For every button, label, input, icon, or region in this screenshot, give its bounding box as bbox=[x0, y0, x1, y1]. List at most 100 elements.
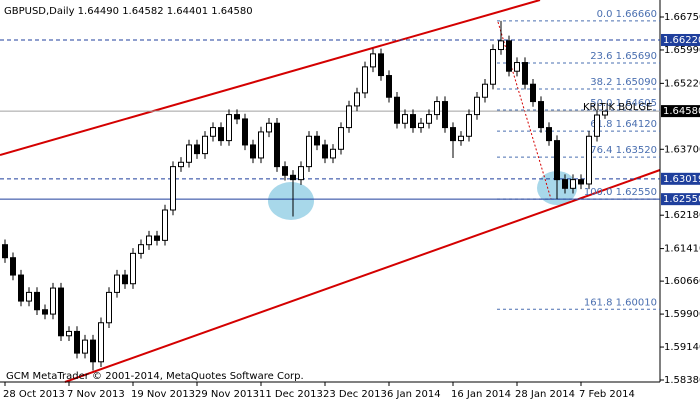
candle-body bbox=[178, 161, 184, 168]
x-tick-label: 28 Jan 2014 bbox=[515, 389, 575, 400]
price-label: 1.63019 bbox=[663, 174, 700, 185]
candle-body bbox=[586, 135, 592, 185]
candle-body bbox=[450, 127, 456, 142]
chart-header: GBPUSD,Daily 1.64490 1.64582 1.64401 1.6… bbox=[4, 6, 253, 17]
price-label-box bbox=[661, 105, 700, 118]
candle-body bbox=[522, 62, 528, 85]
candle-body bbox=[330, 148, 336, 159]
y-tick-label: 1.61410 bbox=[664, 244, 700, 255]
candle-body bbox=[386, 75, 392, 98]
candle-body bbox=[234, 114, 240, 120]
candle-body bbox=[370, 53, 376, 68]
fib-label: 161.8 1.60010 bbox=[584, 297, 657, 308]
fib-label: 50.0 1.64605 bbox=[590, 98, 657, 109]
candle-body bbox=[18, 274, 24, 302]
candle-body bbox=[122, 274, 128, 285]
candle-body bbox=[434, 101, 440, 116]
x-tick-label: 7 Feb 2014 bbox=[579, 389, 635, 400]
price-label: 1.62550 bbox=[663, 194, 700, 205]
candle-body bbox=[210, 127, 216, 137]
candle-body bbox=[362, 66, 368, 94]
price-label-box bbox=[661, 172, 700, 185]
x-tick-label: 28 Oct 2013 bbox=[3, 389, 65, 400]
candle-body bbox=[74, 330, 80, 354]
candle-body bbox=[530, 83, 536, 103]
price-label: 1.64580 bbox=[663, 106, 700, 117]
candle-body bbox=[578, 179, 584, 185]
candle-body bbox=[146, 235, 152, 246]
fib-label: 0.0 1.66660 bbox=[597, 9, 657, 20]
candle-body bbox=[410, 114, 416, 129]
candle-body bbox=[58, 287, 64, 337]
x-tick-label: 16 Jan 2014 bbox=[451, 389, 511, 400]
y-tick-label: 1.65990 bbox=[664, 45, 700, 56]
x-tick-label: 7 Nov 2013 bbox=[67, 389, 125, 400]
candle-body bbox=[554, 140, 560, 181]
candle-body bbox=[218, 127, 224, 142]
candle-body bbox=[458, 135, 464, 142]
candle-body bbox=[202, 135, 208, 155]
candle-body bbox=[378, 53, 384, 77]
fib-label: 23.6 1.65690 bbox=[590, 51, 657, 62]
x-tick-label: 11 Dec 2013 bbox=[259, 389, 323, 400]
candle-body bbox=[50, 287, 56, 315]
candle-body bbox=[562, 179, 568, 189]
candle-body bbox=[226, 114, 232, 142]
candle-body bbox=[546, 127, 552, 142]
candle-body bbox=[354, 92, 360, 107]
fib-label: 38.2 1.65090 bbox=[590, 77, 657, 88]
x-tick-label: 19 Nov 2013 bbox=[131, 389, 195, 400]
fib-label: 100.0 1.62550 bbox=[584, 187, 657, 198]
y-tick-label: 1.63700 bbox=[664, 144, 700, 155]
candle-body bbox=[498, 40, 504, 51]
price-label-box bbox=[661, 33, 700, 46]
candle-body bbox=[114, 274, 120, 293]
candle-body bbox=[194, 144, 200, 155]
x-tick-label: 29 Nov 2013 bbox=[195, 389, 259, 400]
candle-body bbox=[130, 252, 136, 285]
candle-body bbox=[402, 114, 408, 124]
highlight-zone bbox=[268, 182, 314, 220]
candle-body bbox=[42, 309, 48, 315]
candle-body bbox=[474, 96, 480, 116]
candle-body bbox=[266, 122, 272, 133]
candle-body bbox=[2, 244, 8, 259]
candle-body bbox=[418, 122, 424, 129]
y-tick-label: 1.65220 bbox=[664, 78, 700, 89]
x-tick-label: 6 Jan 2014 bbox=[387, 389, 441, 400]
candle-body bbox=[10, 257, 16, 276]
candle-body bbox=[26, 291, 32, 302]
candle-body bbox=[250, 144, 256, 159]
candle-body bbox=[594, 114, 600, 137]
y-tick-label: 1.60660 bbox=[664, 276, 700, 287]
candle-body bbox=[442, 101, 448, 129]
candle-body bbox=[538, 101, 544, 129]
candle-body bbox=[186, 144, 192, 163]
y-tick-label: 1.58380 bbox=[664, 375, 700, 386]
candle-body bbox=[602, 110, 608, 116]
candle-body bbox=[98, 322, 104, 363]
candle-body bbox=[322, 144, 328, 159]
candle-body bbox=[66, 330, 72, 337]
candle-body bbox=[482, 83, 488, 98]
candle-body bbox=[154, 235, 160, 241]
candle-body bbox=[314, 135, 320, 146]
x-tick-label: 23 Dec 2013 bbox=[323, 389, 387, 400]
channel-line bbox=[64, 169, 661, 383]
candle-body bbox=[282, 166, 288, 176]
candle-body bbox=[274, 122, 280, 168]
candle-body bbox=[338, 127, 344, 150]
candle-body bbox=[306, 135, 312, 168]
channel-line bbox=[0, 0, 541, 156]
copyright: GCM MetaTrader © 2001-2014, MetaQuotes S… bbox=[6, 371, 304, 382]
candle-body bbox=[298, 166, 304, 181]
y-tick-label: 1.59140 bbox=[664, 342, 700, 353]
fib-label: 76.4 1.63520 bbox=[590, 145, 657, 156]
candle-body bbox=[570, 179, 576, 189]
candle-body bbox=[162, 209, 168, 241]
candle-body bbox=[106, 291, 112, 324]
candle-body bbox=[514, 62, 520, 72]
